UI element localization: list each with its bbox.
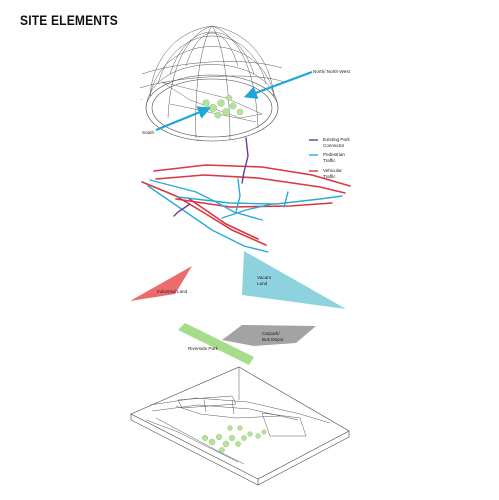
legend-item-vehicular: Vehicular Traffic — [309, 168, 342, 179]
vacant-land-label-line1: Vacant — [257, 275, 272, 280]
riverside-park-label: Riverside Park — [188, 346, 219, 351]
carpark-label-line2: Bus Depot — [262, 337, 284, 342]
pedestrian-traffic-lines — [147, 178, 343, 253]
vehicular-traffic-lines — [141, 164, 351, 246]
park-parking-layer: Riverside Park Carpark/ Bus Depot — [178, 323, 316, 365]
north-label: North/ North-West — [313, 69, 351, 74]
svg-text:—: — — [140, 97, 143, 101]
site-buildings — [177, 367, 307, 437]
svg-text:—: — — [196, 137, 199, 141]
carpark-label-line1: Carpark/ — [262, 331, 280, 336]
park-connector-lines — [173, 137, 249, 217]
legend-item-park-connector: Existing Park Connector — [309, 137, 351, 148]
sun-path-dome: — — — — — — [139, 25, 285, 143]
vacant-land-shape — [242, 251, 346, 309]
south-arrow — [155, 106, 212, 132]
dome-trees — [202, 94, 244, 119]
legend-item-pedestrian: Pedestrian Traffic — [309, 152, 345, 163]
vacant-land-label-line2: Land — [257, 281, 268, 286]
traffic-network — [141, 137, 351, 253]
legend-label-line1: Vehicular — [323, 168, 342, 173]
riverside-park-shape — [178, 323, 254, 365]
dome-ground-plan — [161, 81, 263, 123]
svg-text:—: — — [278, 89, 281, 93]
land-use-layer: Industrial Land Vacant Land — [130, 251, 346, 309]
site-plinth-side-left — [130, 414, 259, 486]
site-plinth-side-right — [257, 431, 350, 486]
svg-text:—: — — [262, 127, 265, 131]
carpark-shape — [222, 325, 316, 346]
svg-text:—: — — [234, 139, 237, 143]
site-trees — [201, 425, 267, 453]
dome-grid-lines — [139, 25, 285, 141]
base-site-model — [130, 366, 350, 486]
site-roads — [145, 397, 331, 465]
sun-arrows — [155, 70, 313, 132]
north-arrow — [243, 70, 313, 99]
industrial-land-shape — [130, 266, 192, 301]
legend: Existing Park Connector Pedestrian Traff… — [309, 137, 351, 179]
dome-degree-ticks: — — — — — — [140, 89, 281, 143]
legend-label-line1: Existing Park — [323, 137, 351, 142]
south-label: South — [142, 130, 154, 135]
industrial-land-label: Industrial Land — [157, 289, 188, 294]
legend-label-line2: Traffic — [323, 174, 336, 179]
legend-label-line2: Connector — [323, 143, 345, 148]
legend-label-line2: Traffic — [323, 158, 336, 163]
page-title: SITE ELEMENTS — [20, 12, 118, 28]
legend-label-line1: Pedestrian — [323, 152, 345, 157]
